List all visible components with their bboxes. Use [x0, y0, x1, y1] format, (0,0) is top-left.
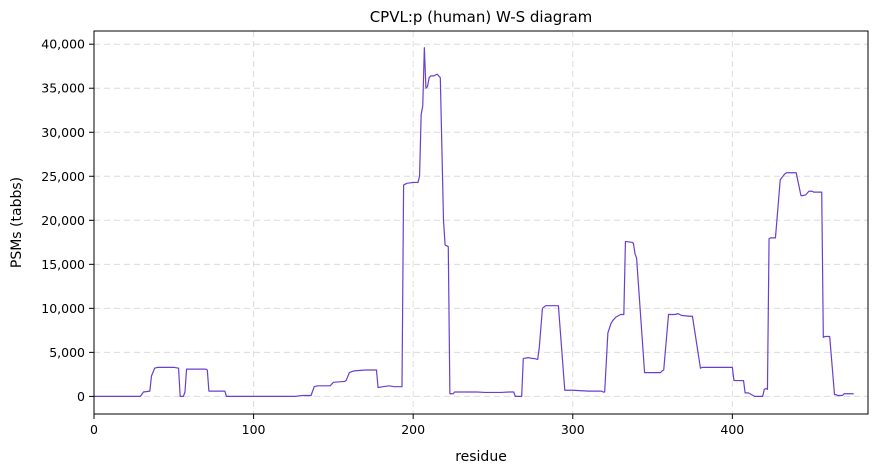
- y-tick-label: 15,000: [41, 257, 85, 272]
- y-tick-label: 20,000: [41, 213, 85, 228]
- y-tick-label: 5,000: [49, 345, 85, 360]
- chart-title: CPVL:p (human) W-S diagram: [370, 8, 593, 26]
- y-tick-label: 0: [77, 389, 85, 404]
- x-tick-label: 300: [561, 422, 585, 437]
- x-tick-label: 400: [720, 422, 744, 437]
- y-tick-label: 40,000: [41, 37, 85, 52]
- x-axis-label: residue: [455, 449, 507, 465]
- x-axis: 0 100 200 300 400: [90, 414, 744, 437]
- y-tick-label: 35,000: [41, 81, 85, 96]
- grid: [93, 31, 868, 414]
- y-axis-label: PSMs (tabbs): [9, 177, 25, 268]
- y-tick-label: 25,000: [41, 169, 85, 184]
- series-layer: [94, 47, 854, 397]
- series-line: [94, 47, 854, 397]
- x-tick-label: 100: [242, 422, 266, 437]
- x-tick-label: 0: [90, 422, 98, 437]
- y-axis: 0 5,000 10,000 15,000 20,000 25,000 30,000 35,0…: [41, 37, 94, 404]
- y-tick-label: 10,000: [41, 301, 85, 316]
- x-tick-label: 200: [401, 422, 425, 437]
- plot-frame: [93, 30, 869, 415]
- y-tick-label: 30,000: [41, 125, 85, 140]
